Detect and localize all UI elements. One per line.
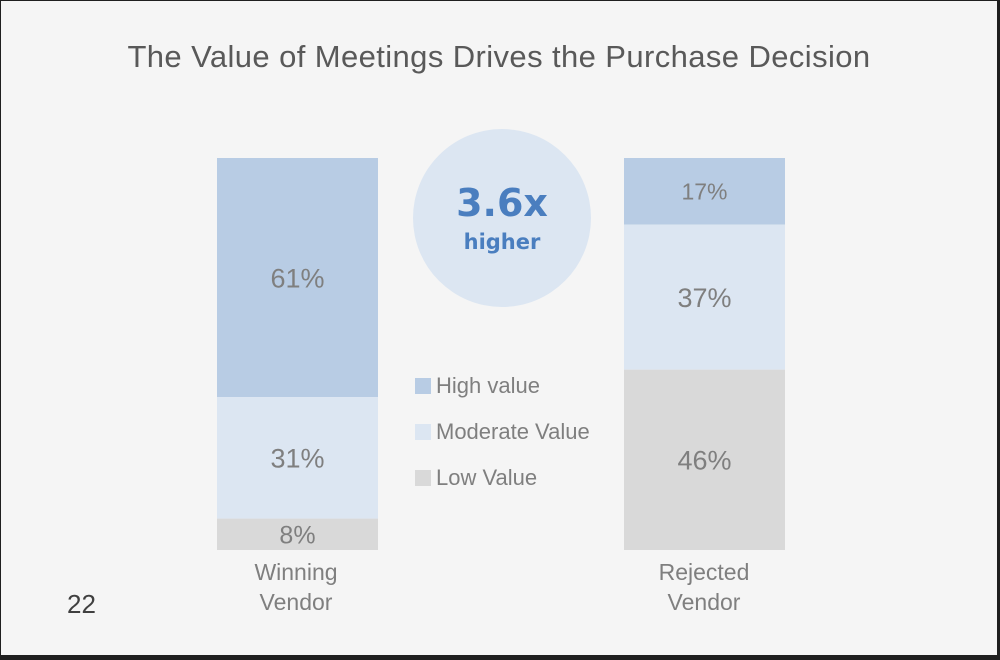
chart-title: The Value of Meetings Drives the Purchas… (127, 39, 871, 74)
legend-swatch-high (415, 378, 431, 394)
page-number: 22 (67, 589, 96, 619)
legend-label-low: Low Value (436, 465, 538, 490)
bar-segment-rejected-moderate (624, 224, 785, 370)
callout-value: 3.6x (456, 181, 548, 225)
data-label-winning-high: 61% (270, 263, 324, 293)
bars-group: 61% 31% 8% 17% 37% 46% (217, 158, 785, 550)
data-label-rejected-low: 46% (677, 446, 731, 476)
legend-item-low: Low Value (415, 455, 590, 501)
legend-item-moderate: Moderate Value (415, 409, 590, 455)
legend-label-high: High value (436, 373, 540, 398)
legend-swatch-moderate (415, 424, 431, 440)
data-label-rejected-moderate: 37% (677, 283, 731, 313)
bar-segment-winning-low (217, 518, 378, 550)
category-label-line: Vendor (667, 589, 741, 615)
bar-segment-winning-moderate (217, 397, 378, 519)
legend-swatch-low (415, 470, 431, 486)
category-label-winning: Winning Vendor (196, 557, 396, 617)
category-label-line: Rejected (658, 559, 750, 585)
data-label-winning-moderate: 31% (270, 444, 324, 474)
bar-segment-rejected-low (624, 369, 785, 550)
callout-text: higher (464, 230, 541, 254)
category-label-rejected: Rejected Vendor (604, 557, 804, 617)
category-label-line: Winning (254, 559, 338, 585)
bar-segment-winning-high (217, 158, 378, 398)
callout-circle (413, 129, 591, 307)
data-label-winning-low: 8% (279, 521, 315, 549)
legend-item-high: High value (415, 363, 590, 409)
data-label-rejected-high: 17% (681, 179, 727, 205)
bar-segment-rejected-high (624, 158, 785, 225)
legend-label-moderate: Moderate Value (436, 419, 590, 444)
legend: High value Moderate Value Low Value (415, 363, 590, 501)
category-label-line: Vendor (259, 589, 333, 615)
